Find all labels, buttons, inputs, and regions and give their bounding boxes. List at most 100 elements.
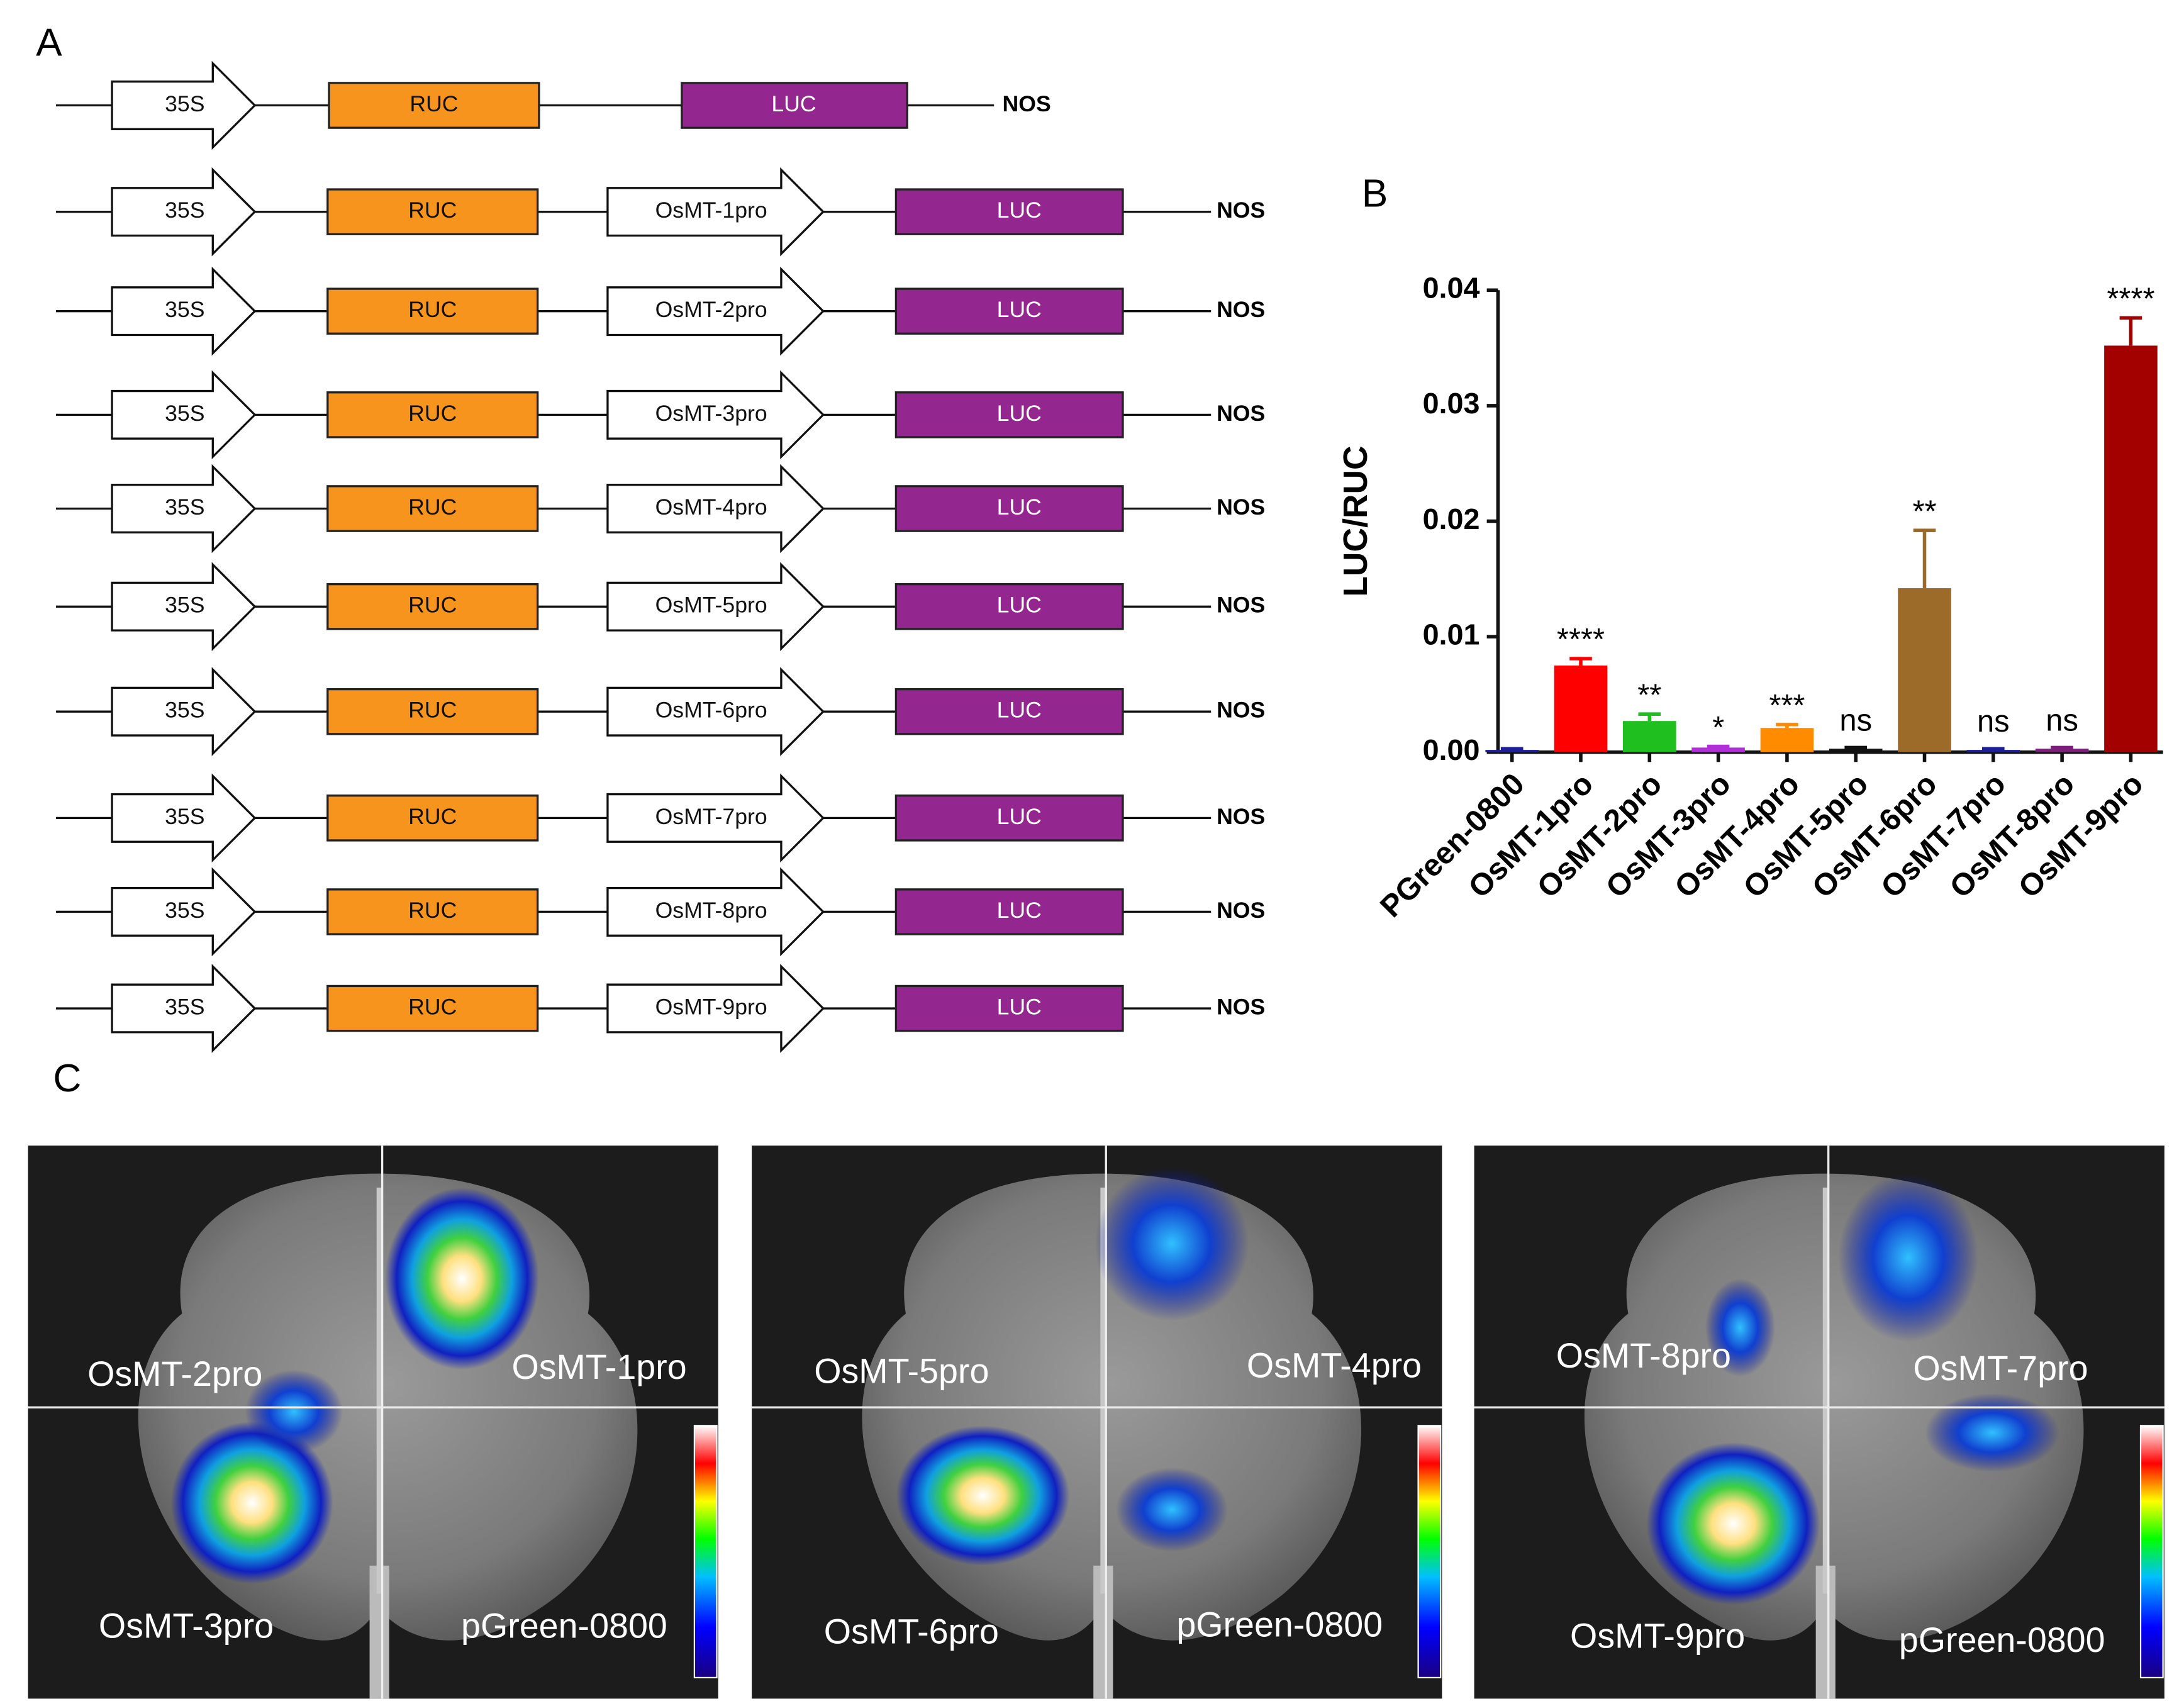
sample-label: OsMT-7pro [1913, 1349, 2088, 1388]
sample-label: OsMT-6pro [824, 1612, 999, 1651]
terminator-label: NOS [1217, 593, 1265, 618]
element-label: LUC [997, 494, 1042, 520]
bar [1485, 750, 1539, 752]
element-label: OsMT-6pro [655, 698, 767, 723]
element-label: OsMT-4pro [655, 494, 767, 520]
significance-label: * [1712, 711, 1724, 745]
ruc-box [326, 888, 539, 935]
bar [1966, 750, 2020, 752]
promoter-arrow [606, 562, 825, 652]
luc-box [894, 485, 1124, 532]
element-label: 35S [165, 401, 204, 426]
ruc-box [326, 391, 539, 438]
sample-label: OsMT-9pro [1570, 1616, 1745, 1655]
significance-label: **** [1557, 623, 1605, 657]
terminator-label: NOS [1217, 494, 1265, 520]
element-label: LUC [771, 91, 816, 116]
element-label: OsMT-7pro [655, 804, 767, 829]
luc-box [894, 688, 1124, 735]
sample-label: OsMT-8pro [1556, 1336, 1731, 1375]
terminator-label: NOS [1217, 804, 1265, 829]
ruc-box [326, 794, 539, 842]
element-label: OsMT-3pro [655, 401, 767, 426]
promoter-arrow [111, 266, 257, 356]
bar [1829, 749, 1883, 752]
significance-label: ns [1977, 705, 2010, 739]
y-tick-label: 0.00 [1423, 733, 1480, 766]
bar [2104, 345, 2158, 752]
ruc-box [328, 82, 540, 129]
ruc-box [326, 485, 539, 532]
luc-box [894, 583, 1124, 630]
sample-label: OsMT-2pro [87, 1354, 262, 1393]
element-label: OsMT-8pro [655, 898, 767, 923]
element-label: 35S [165, 898, 204, 923]
promoter-arrow [111, 867, 257, 957]
significance-label: **** [2107, 282, 2154, 316]
sample-label: pGreen-0800 [461, 1607, 667, 1646]
promoter-arrow [111, 167, 257, 257]
element-label: 35S [165, 198, 204, 223]
bar [1760, 728, 1814, 752]
ruc-box [326, 287, 539, 335]
ruc-box [326, 688, 539, 735]
element-label: LUC [997, 994, 1042, 1019]
element-label: RUC [408, 804, 457, 829]
luminescence [385, 1187, 539, 1370]
promoter-arrow [111, 60, 257, 150]
leaf-image: OsMT-2pro OsMT-1pro OsMT-3pro pGreen-0800 [28, 1146, 718, 1699]
element-label: RUC [408, 698, 457, 723]
leaf-image: OsMT-8pro OsMT-7pro OsMT-9pro pGreen-0800 [1474, 1146, 2164, 1699]
sample-label: OsMT-1pro [511, 1347, 686, 1386]
terminator-label: NOS [1217, 297, 1265, 322]
luc-box [894, 888, 1124, 935]
sample-label: pGreen-0800 [1176, 1605, 1383, 1644]
promoter-arrow [606, 867, 825, 957]
element-label: 35S [165, 698, 204, 723]
significance-label: ns [1839, 703, 1872, 737]
element-label: LUC [997, 898, 1042, 923]
sample-label: OsMT-3pro [99, 1607, 274, 1646]
y-tick-label: 0.03 [1423, 387, 1480, 420]
element-label: 35S [165, 494, 204, 520]
luminescence [1115, 1468, 1228, 1552]
element-label: LUC [997, 593, 1042, 618]
terminator-label: NOS [1217, 698, 1265, 723]
panel-label: A [36, 21, 62, 64]
element-label: LUC [997, 698, 1042, 723]
luc-box [894, 188, 1124, 235]
element-label: LUC [997, 198, 1042, 223]
luc-box [894, 287, 1124, 335]
luc-box [894, 984, 1124, 1032]
terminator-label: NOS [1217, 898, 1265, 923]
element-label: LUC [997, 804, 1042, 829]
bar [1623, 721, 1676, 752]
terminator-label: NOS [1217, 994, 1265, 1019]
promoter-arrow [111, 964, 257, 1053]
luminescence [245, 1369, 343, 1454]
y-tick-label: 0.04 [1423, 272, 1480, 304]
luc-box [894, 794, 1124, 842]
y-axis-label: LUC/RUC [1337, 445, 1374, 596]
element-label: OsMT-1pro [655, 198, 767, 223]
promoter-arrow [111, 773, 257, 863]
element-label: 35S [165, 994, 204, 1019]
sample-label: OsMT-4pro [1247, 1346, 1422, 1385]
luminescence [1646, 1442, 1820, 1605]
leaf-image: OsMT-5pro OsMT-4pro OsMT-6pro pGreen-0800 [752, 1146, 1442, 1699]
ruc-box [326, 583, 539, 630]
promoter-arrow [111, 562, 257, 652]
luminescence [1838, 1173, 1978, 1342]
color-scale [1417, 1425, 1442, 1679]
element-label: OsMT-9pro [655, 994, 767, 1019]
panel-label: B [1362, 172, 1388, 216]
significance-label: ** [1912, 494, 1936, 528]
terminator-label: NOS [1003, 91, 1051, 116]
significance-label: ** [1637, 678, 1661, 712]
luminescence [170, 1421, 333, 1584]
panel-label: C [53, 1057, 81, 1100]
element-label: 35S [165, 804, 204, 829]
significance-label: ns [2046, 703, 2078, 737]
element-label: 35S [165, 297, 204, 322]
